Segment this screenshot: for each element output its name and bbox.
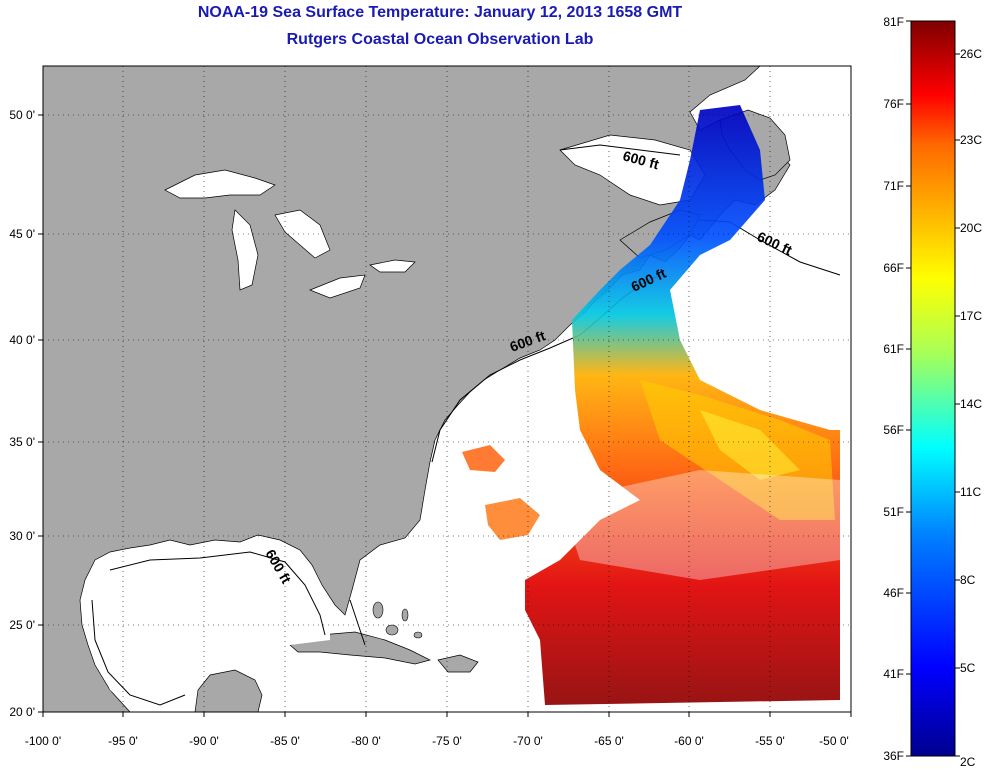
colorbar-c-label: 5C [960,661,976,675]
y-tick-label: 25 0' [9,618,35,632]
colorbar-f-label: 66F [883,261,904,275]
x-tick-label: -50 0' [819,734,849,748]
colorbar-fahrenheit-labels: 81F 76F 71F 66F 61F 56F 51F 46F 41F 36F [883,15,904,763]
x-tick-label: -85 0' [270,734,300,748]
colorbar-f-label: 46F [883,586,904,600]
colorbar-f-label: 71F [883,179,904,193]
map-title: NOAA-19 Sea Surface Temperature: January… [197,4,683,21]
gulf-of-mexico [88,545,330,712]
colorbar-c-label: 14C [960,397,982,411]
colorbar-celsius-labels: 26C 23C 20C 17C 14C 11C 8C 5C 2C [960,47,982,769]
colorbar-c-label: 23C [960,133,982,147]
x-tick-label: -100 0' [25,734,61,748]
x-tick-label: -80 0' [351,734,381,748]
x-tick-label: -95 0' [108,734,138,748]
x-tick-label: -70 0' [513,734,543,748]
y-tick-label: 30 0' [9,529,35,543]
y-tick-label: 20 0' [9,705,35,719]
bahamas-islands [372,601,423,639]
yucatan-land [194,669,263,712]
colorbar-f-label: 41F [883,667,904,681]
y-tick-label: 50 0' [9,108,35,122]
x-tick-label: -75 0' [432,734,462,748]
colorbar-f-label: 51F [883,505,904,519]
axis-ticks [38,114,852,717]
hispaniola-land [437,654,479,673]
map-subtitle: Rutgers Coastal Ocean Observation Lab [286,31,594,48]
great-lakes [164,169,416,299]
colorbar-c-label: 17C [960,309,982,323]
x-tick-label: -60 0' [674,734,704,748]
colorbar-c-label: 20C [960,221,982,235]
colorbar-f-label: 61F [883,342,904,356]
colorbar [910,20,956,757]
colorbar-f-label: 76F [883,97,904,111]
colorbar-f-label: 56F [883,423,904,437]
x-tick-label: -65 0' [594,734,624,748]
x-tick-label: -55 0' [755,734,785,748]
colorbar-f-label: 36F [883,749,904,763]
colorbar-ticks [906,20,960,757]
colorbar-f-label: 81F [883,15,904,29]
colorbar-c-label: 26C [960,47,982,61]
colorbar-c-label: 2C [960,755,976,769]
colorbar-c-label: 8C [960,573,976,587]
x-tick-label: -90 0' [189,734,219,748]
y-tick-label: 40 0' [9,333,35,347]
y-tick-labels: 50 0' 45 0' 40 0' 35 0' 30 0' 25 0' 20 0… [9,108,35,719]
y-tick-label: 45 0' [9,227,35,241]
sst-data-swath [462,105,840,705]
colorbar-c-label: 11C [960,485,981,499]
y-tick-label: 35 0' [9,435,35,449]
x-tick-labels: -100 0' -95 0' -90 0' -85 0' -80 0' -75 … [25,734,849,748]
